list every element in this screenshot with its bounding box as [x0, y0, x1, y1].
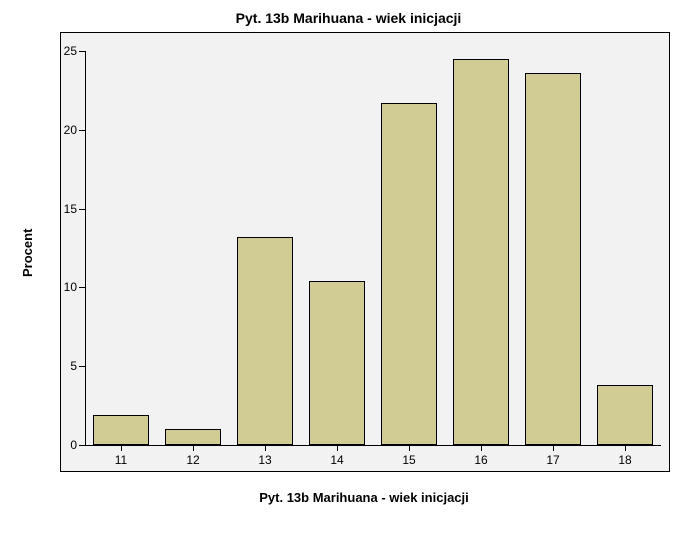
x-axis-title: Pyt. 13b Marihuana - wiek inicjacji [60, 490, 668, 505]
y-tick-label: 0 [47, 438, 77, 452]
bar [453, 59, 509, 445]
x-tick-label: 11 [101, 453, 141, 467]
y-axis-title: Procent [20, 229, 35, 277]
y-tick-label: 25 [47, 44, 77, 58]
x-tick-label: 17 [533, 453, 573, 467]
bar [381, 103, 437, 445]
bar [237, 237, 293, 445]
y-tick-label: 5 [47, 359, 77, 373]
x-tick-label: 18 [605, 453, 645, 467]
x-axis-line [85, 445, 661, 446]
bar [597, 385, 653, 445]
x-tick-label: 13 [245, 453, 285, 467]
x-tick-label: 14 [317, 453, 357, 467]
y-tick-label: 15 [47, 202, 77, 216]
chart-title: Pyt. 13b Marihuana - wiek inicjacji [0, 10, 697, 26]
y-axis-line [85, 51, 86, 445]
bar [93, 415, 149, 445]
bar [309, 281, 365, 445]
x-tick-label: 16 [461, 453, 501, 467]
bar [165, 429, 221, 445]
bars-area [85, 51, 661, 445]
plot-area: 05101520251112131415161718 [60, 32, 670, 472]
y-tick-label: 20 [47, 123, 77, 137]
bar [525, 73, 581, 445]
x-tick-label: 15 [389, 453, 429, 467]
x-tick-label: 12 [173, 453, 213, 467]
chart-container: Pyt. 13b Marihuana - wiek inicjacji 0 5 10… [0, 0, 697, 544]
y-tick-label: 10 [47, 280, 77, 294]
